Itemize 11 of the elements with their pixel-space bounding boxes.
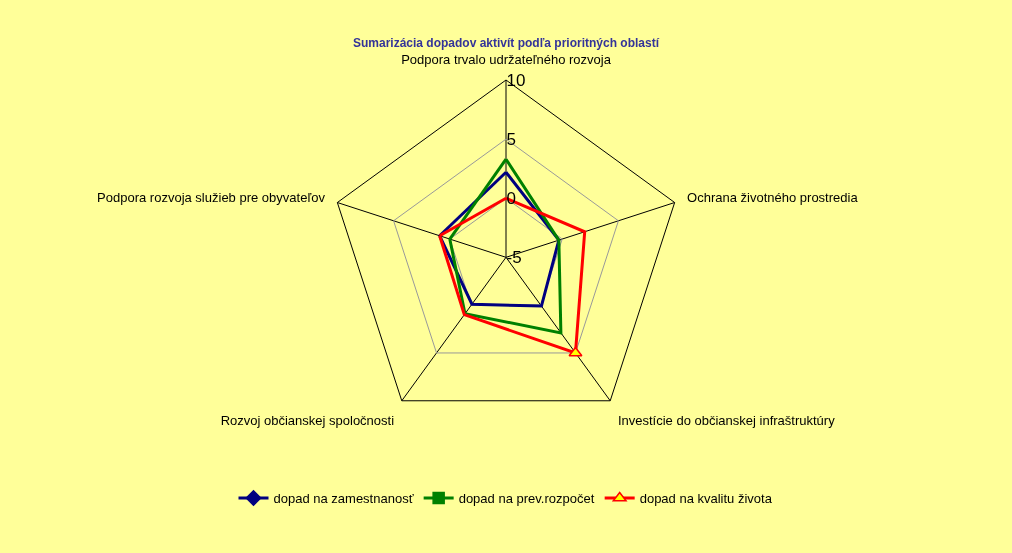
spoke-label: Podpora trvalo udržateľného rozvoja	[401, 52, 612, 68]
legend-label: dopad na prev.rozpočet	[458, 491, 595, 507]
chart-title: Sumarizácia dopadov aktivít podľa prioritných oblastí	[352, 36, 660, 51]
spoke-label: Investície do občianskej infraštruktúry	[617, 412, 836, 428]
spoke-label: Podpora rozvoja služieb pre obyvateľov	[97, 190, 326, 205]
spoke-label: Ochrana životného prostredia	[687, 190, 859, 205]
y-tick-label: 10	[506, 70, 526, 90]
spoke-label: Rozvoj občianskej spoločnosti	[220, 412, 395, 428]
legend-label: dopad na zamestnanosť	[273, 491, 414, 507]
y-tick-label: 5	[506, 129, 516, 149]
legend-label: dopad na kvalitu života	[639, 491, 773, 507]
